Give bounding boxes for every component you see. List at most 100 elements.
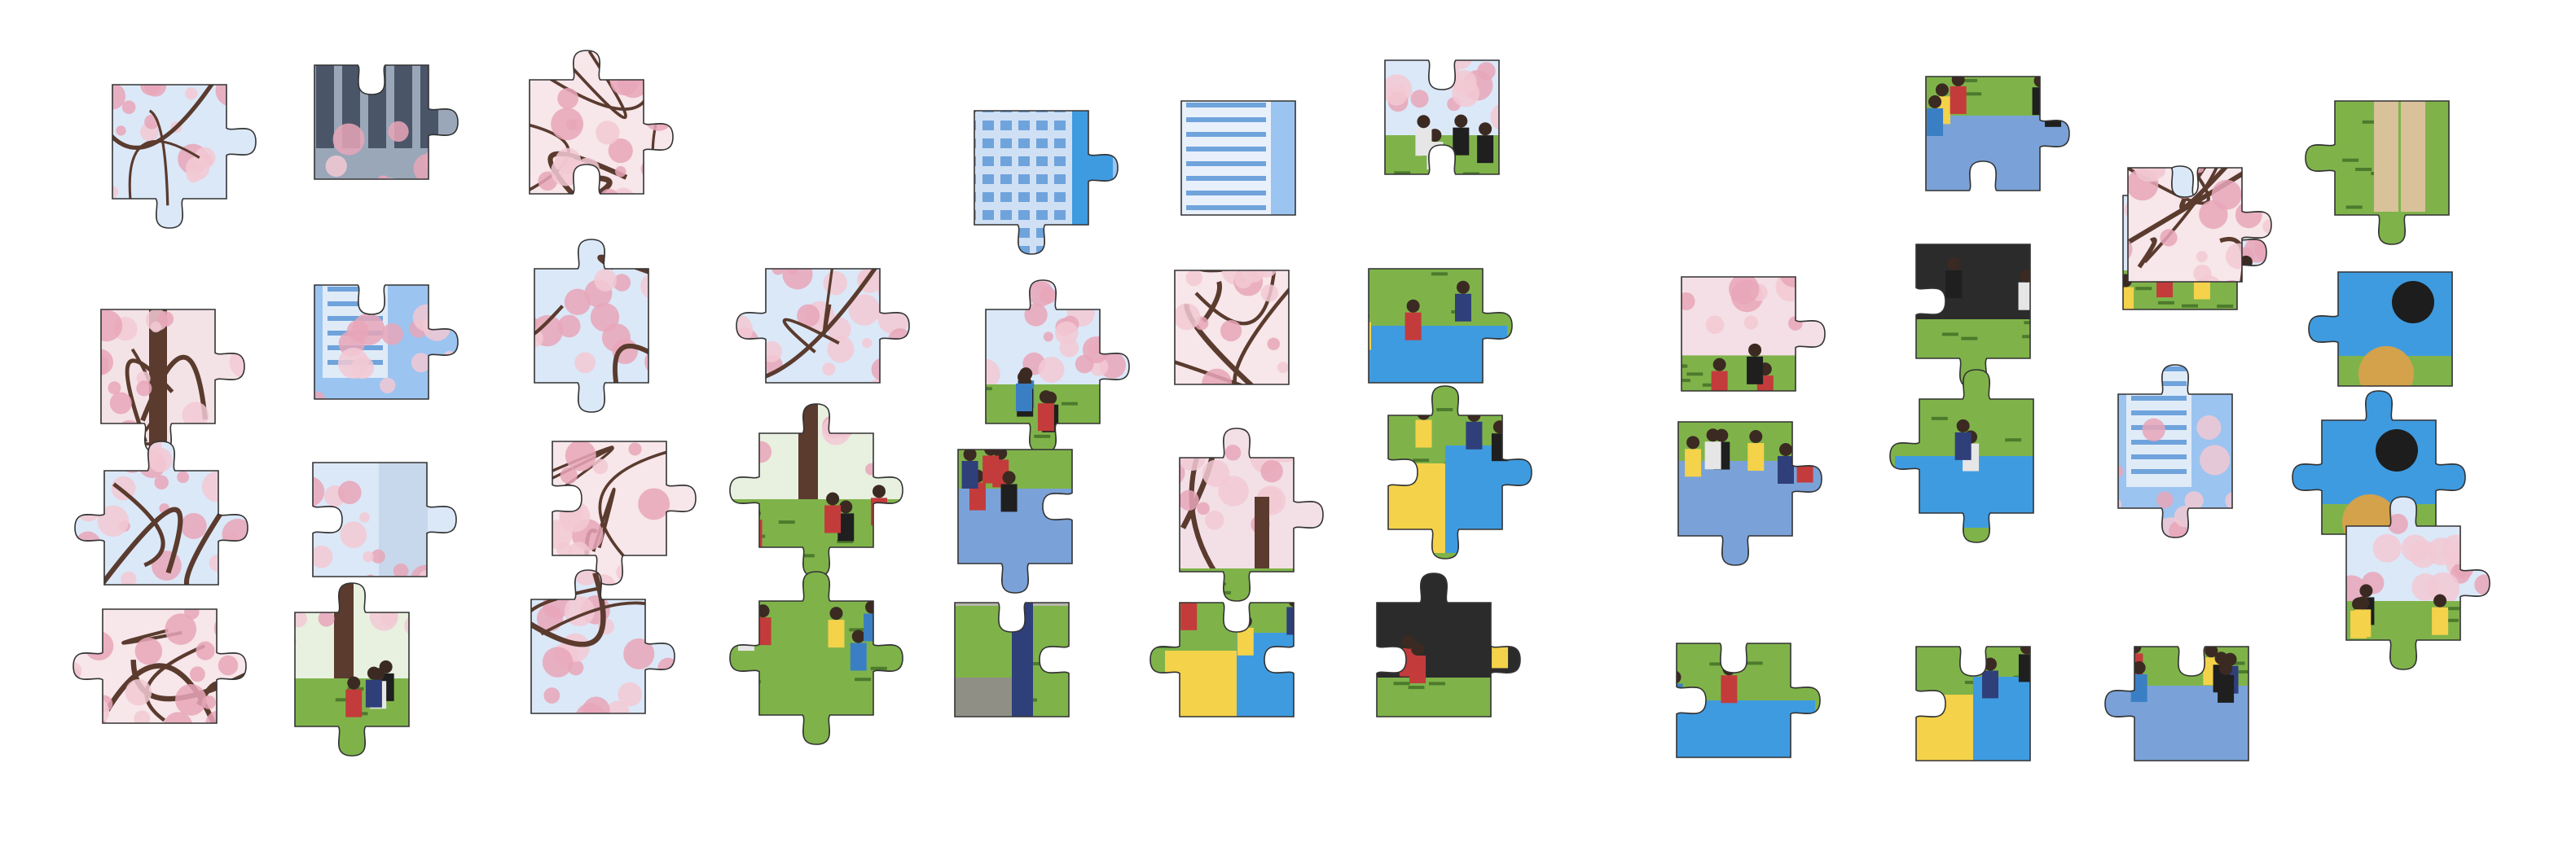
piece-image xyxy=(295,583,409,756)
piece-image xyxy=(1916,647,2030,761)
piece-outline xyxy=(1384,59,1500,175)
piece-image xyxy=(2309,272,2452,386)
piece-outline xyxy=(314,284,459,400)
puzzle-piece-p14[interactable] xyxy=(1646,232,1842,423)
puzzle-piece-p32[interactable] xyxy=(727,568,907,748)
piece-image xyxy=(314,65,458,179)
piece-outline xyxy=(1174,270,1290,385)
piece-outline xyxy=(530,569,675,714)
piece-image xyxy=(958,450,1072,593)
piece-image xyxy=(1385,60,1499,174)
puzzle-piece-p09[interactable] xyxy=(494,233,681,421)
piece-outline xyxy=(1681,276,1826,392)
puzzle-piece-p37[interactable] xyxy=(1884,614,2077,793)
puzzle-piece-p33[interactable] xyxy=(922,570,1105,749)
puzzle-piece-p41[interactable] xyxy=(2085,135,2277,321)
piece-image xyxy=(1678,422,1822,565)
piece-outline xyxy=(1889,369,2034,543)
piece-outline xyxy=(1376,573,1521,717)
puzzle-piece-p15[interactable] xyxy=(1884,212,2063,393)
puzzle-piece-p24[interactable] xyxy=(1356,383,1551,564)
piece-image xyxy=(534,239,648,412)
puzzle-piece-p26[interactable] xyxy=(1887,366,2066,546)
piece-image xyxy=(112,85,256,228)
piece-outline xyxy=(2127,167,2272,283)
piece-outline xyxy=(294,582,410,757)
piece-outline xyxy=(314,64,459,180)
puzzle-piece-p28[interactable] xyxy=(2306,239,2485,419)
piece-image xyxy=(531,570,675,713)
puzzle-piece-p22[interactable] xyxy=(925,417,1117,596)
piece-outline xyxy=(2104,646,2249,761)
piece-outline xyxy=(954,602,1070,717)
piece-outline xyxy=(529,50,674,195)
piece-image xyxy=(986,280,1129,453)
piece-image xyxy=(736,269,909,383)
puzzle-piece-p17[interactable] xyxy=(2302,68,2481,248)
piece-outline xyxy=(1676,643,1821,758)
piece-image xyxy=(2105,647,2249,761)
puzzle-piece-p20[interactable] xyxy=(520,409,709,601)
puzzle-piece-p30[interactable] xyxy=(262,580,442,759)
piece-image xyxy=(1916,244,2030,388)
piece-image xyxy=(974,111,1118,254)
piece-image xyxy=(314,285,458,399)
puzzle-piece-p25[interactable] xyxy=(1646,389,1831,568)
piece-outline xyxy=(974,110,1119,255)
puzzle-piece-p19[interactable] xyxy=(279,426,463,625)
puzzle-piece-p04[interactable] xyxy=(942,78,1121,290)
piece-outline xyxy=(2345,496,2490,670)
piece-image xyxy=(1926,77,2069,191)
piece-outline xyxy=(2308,271,2453,387)
puzzle-piece-p35[interactable] xyxy=(1344,570,1523,750)
puzzle-piece-p18[interactable] xyxy=(71,431,264,629)
puzzle-piece-p12[interactable] xyxy=(1142,235,1327,418)
puzzle-piece-p08[interactable] xyxy=(281,252,461,432)
puzzle-piece-p27[interactable] xyxy=(2076,362,2267,548)
piece-outline xyxy=(1179,428,1324,602)
puzzle-piece-p13[interactable] xyxy=(1336,236,1515,415)
piece-outline xyxy=(112,84,257,229)
puzzle-piece-p06[interactable] xyxy=(1345,21,1545,207)
puzzle-piece-p10[interactable] xyxy=(720,230,920,415)
piece-outline xyxy=(729,571,903,745)
puzzle-piece-p38[interactable] xyxy=(2102,614,2297,794)
puzzle-piece-p31[interactable] xyxy=(497,559,679,758)
piece-image xyxy=(530,50,673,194)
piece-image xyxy=(730,404,903,577)
puzzle-piece-p21[interactable] xyxy=(723,392,918,580)
piece-outline xyxy=(1180,100,1296,216)
piece-image xyxy=(730,572,903,744)
piece-outline xyxy=(1915,646,2031,761)
piece-image xyxy=(2118,365,2232,538)
piece-image xyxy=(73,609,246,723)
piece-image xyxy=(1388,386,1532,559)
piece-outline xyxy=(957,449,1073,594)
puzzle-piece-p39[interactable] xyxy=(2289,388,2468,567)
puzzle-piece-p02[interactable] xyxy=(270,33,466,212)
piece-outline xyxy=(1150,602,1295,717)
piece-image xyxy=(75,441,248,585)
puzzle-piece-p01[interactable] xyxy=(75,43,262,237)
piece-outline xyxy=(73,608,247,724)
puzzle-piece-p03[interactable] xyxy=(489,47,676,235)
puzzle-piece-p40[interactable] xyxy=(1893,44,2073,223)
puzzle-piece-p36[interactable] xyxy=(1644,611,1823,790)
piece-image xyxy=(552,441,696,585)
piece-outline xyxy=(2305,100,2450,245)
puzzle-piece-p29[interactable] xyxy=(65,573,249,762)
piece-outline xyxy=(312,462,457,577)
piece-image xyxy=(955,603,1069,717)
piece-image xyxy=(1181,101,1295,215)
puzzle-piece-p05[interactable] xyxy=(1149,68,1328,248)
piece-outline xyxy=(552,441,697,586)
piece-outline xyxy=(2292,390,2466,535)
piece-image xyxy=(313,463,456,577)
puzzle-piece-p11[interactable] xyxy=(953,270,1141,459)
piece-outline xyxy=(729,403,903,577)
piece-image xyxy=(2306,101,2449,244)
piece-image xyxy=(1377,573,1520,717)
piece-outline xyxy=(736,268,910,384)
